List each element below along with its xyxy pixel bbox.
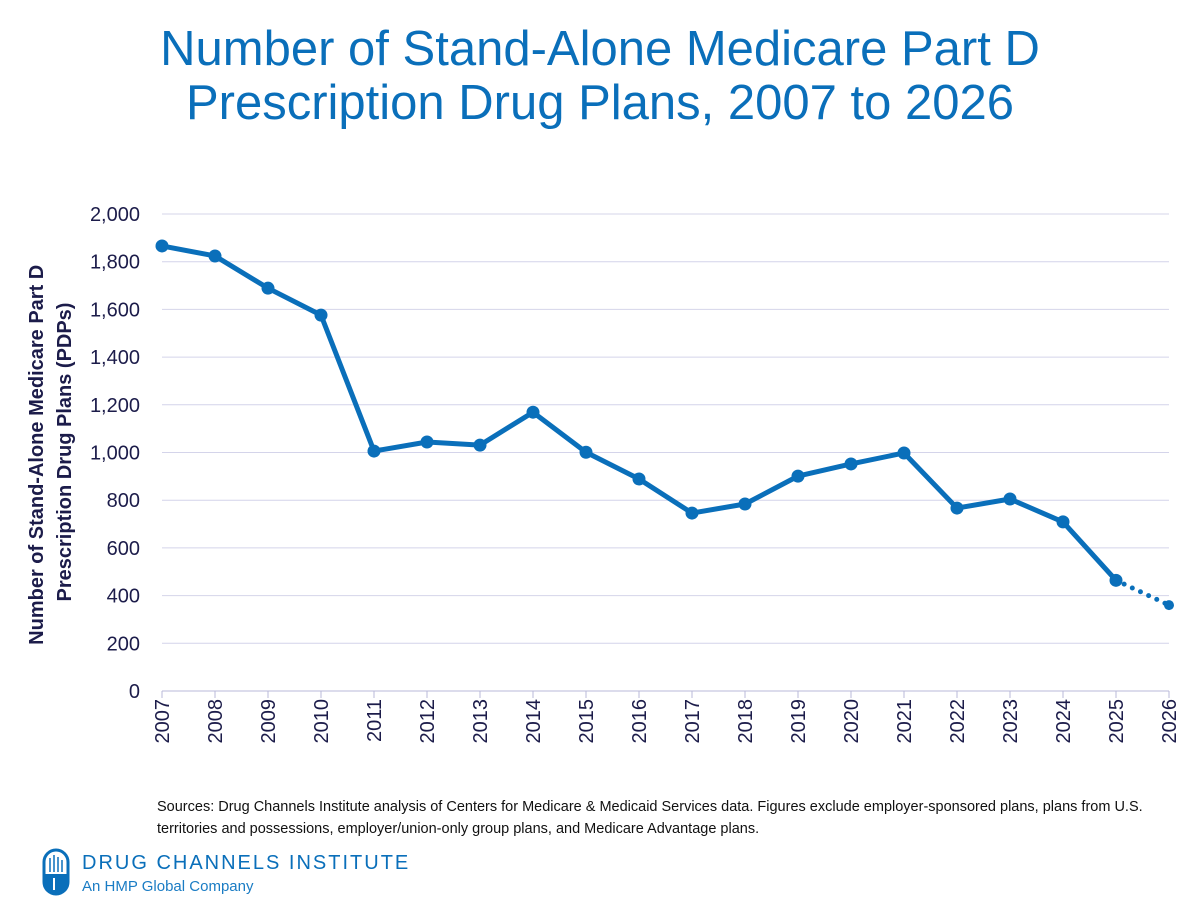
series-line-projected	[1113, 577, 1172, 608]
line-chart: 0 200 400 600 800 1,000 1,200 1,400 1,600 1,800 2,…	[26, 204, 1181, 744]
y-tick-label: 200	[107, 633, 140, 655]
x-tick-label: 2009	[258, 699, 280, 744]
chart-title: Number of Stand-Alone Medicare Part D Pr…	[0, 22, 1200, 130]
x-tick-label: 2008	[205, 699, 227, 744]
data-point-2016	[632, 472, 646, 486]
x-tick-label: 2013	[470, 699, 492, 744]
data-point-2026	[1164, 600, 1174, 611]
x-tick-label: 2015	[576, 699, 598, 744]
x-tick-label: 2011	[364, 699, 386, 742]
data-point-2010	[314, 308, 328, 322]
data-point-2014	[526, 405, 540, 419]
y-tick-label: 1,800	[90, 252, 140, 274]
x-tick-label: 2014	[523, 699, 545, 744]
data-point-2009	[261, 281, 275, 295]
sources-note: Sources: Drug Channels Institute analysi…	[157, 799, 1143, 837]
data-point-2017	[685, 506, 699, 520]
data-point-2007	[155, 239, 169, 253]
data-point-2008	[208, 249, 222, 263]
data-point-2011	[367, 444, 381, 458]
data-point-2021	[897, 446, 911, 460]
x-tick-label: 2019	[788, 699, 810, 744]
data-point-2020	[844, 457, 858, 471]
y-tick-label: 2,000	[90, 204, 140, 226]
data-point-2013	[473, 438, 487, 452]
x-tick-label: 2010	[311, 699, 333, 744]
y-tick-label: 1,400	[90, 347, 140, 369]
series-line	[161, 243, 1118, 583]
y-tick-label: 1,000	[90, 443, 140, 465]
y-tick-label: 400	[107, 586, 140, 608]
data-point-2012	[420, 435, 434, 449]
y-tick-label: 1,600	[90, 299, 140, 321]
y-tick-label: 800	[107, 490, 140, 512]
data-point-2023	[1003, 492, 1017, 506]
logo-tagline: An HMP Global Company	[82, 878, 254, 895]
data-point-2024	[1056, 515, 1070, 529]
x-tick-label: 2020	[841, 699, 863, 744]
logo-pill-icon	[42, 848, 70, 896]
x-tick-label: 2025	[1106, 699, 1128, 744]
data-point-2015	[579, 445, 593, 459]
data-point-2018	[738, 497, 752, 511]
x-tick-label: 2018	[735, 699, 757, 744]
y-tick-label: 600	[107, 538, 140, 560]
title-line-2: Prescription Drug Plans, 2007 to 2026	[185, 76, 1015, 130]
x-tick-label: 2012	[417, 699, 439, 744]
x-tick-label: 2016	[629, 699, 651, 744]
y-tick-label: 0	[129, 681, 140, 703]
title-line-1: Number of Stand-Alone Medicare Part D	[160, 22, 1040, 76]
x-tick-label: 2007	[152, 699, 174, 744]
data-point-2022	[950, 501, 964, 515]
x-tick-label: 2023	[1000, 699, 1022, 744]
data-point-2019	[791, 469, 805, 483]
y-axis-label: Number of Stand-Alone Medicare Part D Pr…	[26, 259, 76, 645]
logo-name: DRUG CHANNELS INSTITUTE	[82, 852, 411, 874]
data-point-2025	[1109, 573, 1123, 587]
x-tick-label: 2026	[1159, 699, 1181, 744]
x-tick-label: 2024	[1053, 699, 1075, 744]
x-tick-label: 2021	[894, 699, 916, 744]
x-tick-label: 2017	[682, 699, 704, 744]
x-tick-label: 2022	[947, 699, 969, 744]
y-tick-label: 1,200	[90, 395, 140, 417]
